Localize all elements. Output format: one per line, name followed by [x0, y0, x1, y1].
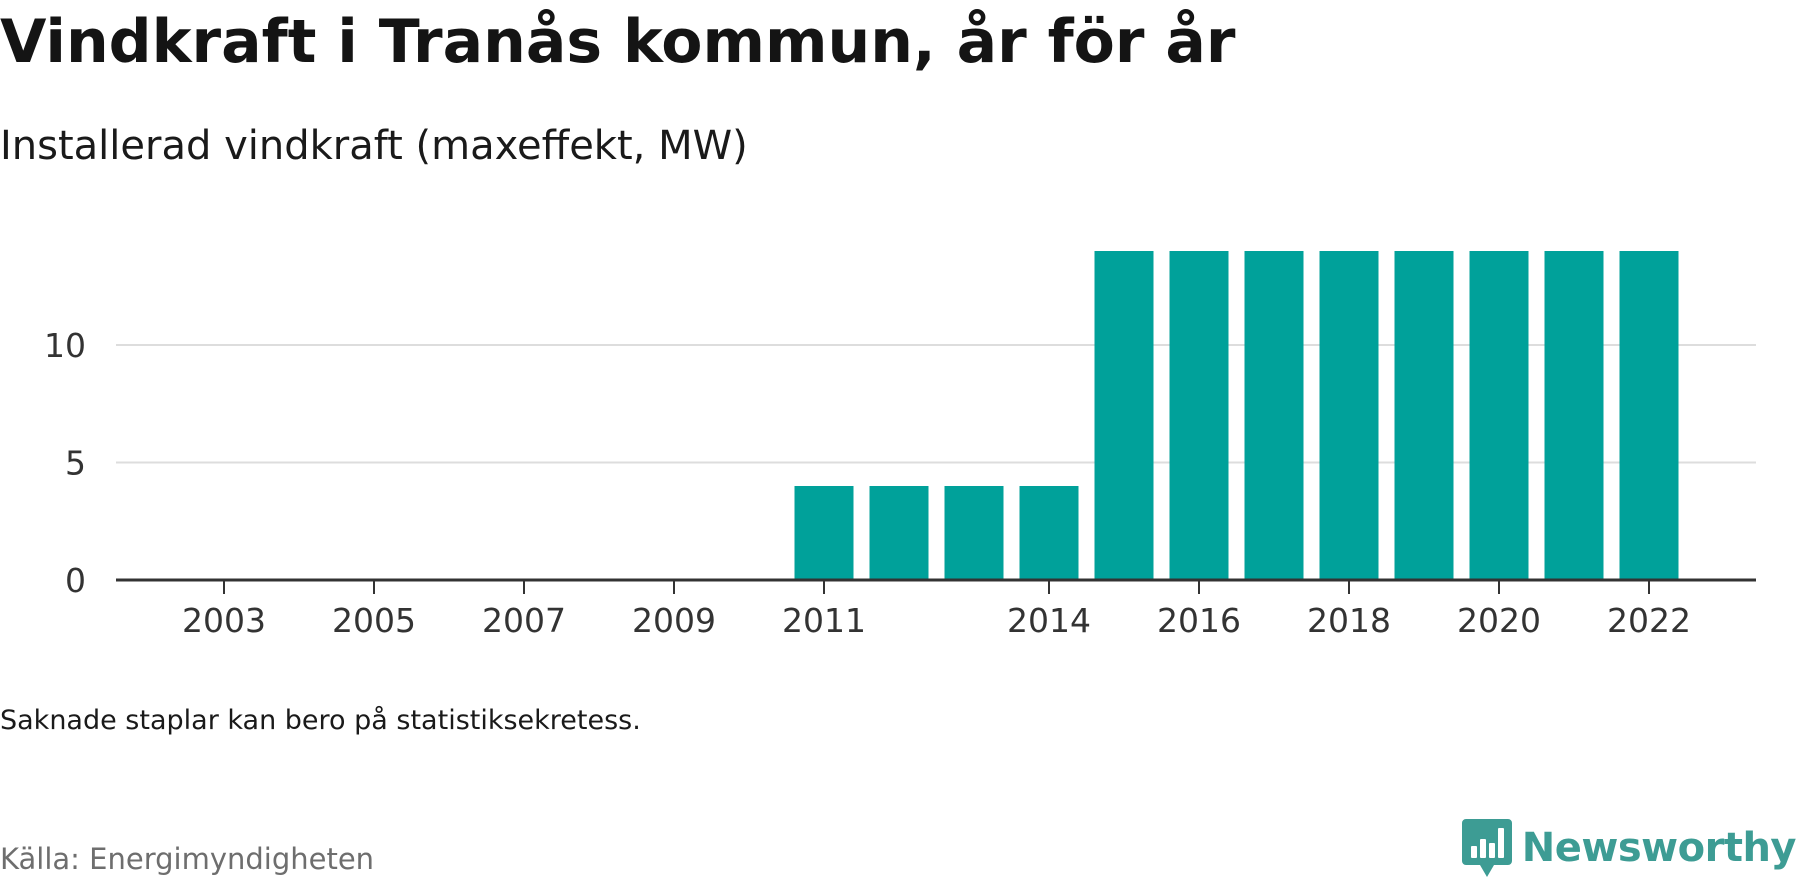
- x-tick-label: 2003: [182, 601, 266, 640]
- x-tick-label: 2011: [782, 601, 866, 640]
- bars: [794, 251, 1679, 580]
- y-tick-label: 0: [65, 561, 86, 600]
- x-tick-label: 2007: [482, 601, 566, 640]
- newsworthy-logo: Newsworthy: [1461, 818, 1797, 878]
- x-tick-label: 2009: [632, 601, 716, 640]
- x-tick-label: 2016: [1157, 601, 1241, 640]
- x-tick-label: 2020: [1457, 601, 1541, 640]
- source-credit: Källa: Energimyndigheten: [0, 842, 375, 876]
- bar-2018: [1319, 251, 1379, 580]
- bar-2017: [1244, 251, 1304, 580]
- x-tick-label: 2022: [1607, 601, 1691, 640]
- bar-2013: [944, 486, 1004, 580]
- bar-2016: [1169, 251, 1229, 580]
- bar-2022: [1619, 251, 1679, 580]
- y-tick-label: 5: [65, 444, 86, 483]
- bar-2019: [1394, 251, 1454, 580]
- tick-labels: 0 5 10 2003 2005 2007 2009 2011 2014 2016 2018 2020…: [44, 326, 1691, 640]
- brand-name: Newsworthy: [1521, 825, 1797, 871]
- chart-subtitle: Installerad vindkraft (maxeffekt, MW): [0, 123, 748, 169]
- x-tick-label: 2005: [332, 601, 416, 640]
- bar-2012: [869, 486, 929, 580]
- x-tick-label: 2018: [1307, 601, 1391, 640]
- bar-2021: [1544, 251, 1604, 580]
- footnote: Saknade staplar kan bero på statistiksek…: [0, 705, 641, 736]
- bar-2014: [1019, 486, 1079, 580]
- x-tick-label: 2014: [1007, 601, 1091, 640]
- bar-2020: [1469, 251, 1529, 580]
- x-axis: [116, 578, 1756, 594]
- bar-2015: [1094, 251, 1154, 580]
- bar-chart: 0 5 10 2003 2005 2007 2009 2011 2014 2016 2018 2020…: [44, 251, 1756, 640]
- y-tick-label: 10: [44, 326, 86, 365]
- bar-2011: [794, 486, 854, 580]
- newsworthy-logo-icon: [1461, 819, 1512, 877]
- chart-title: Vindkraft i Tranås kommun, år för år: [0, 7, 1236, 77]
